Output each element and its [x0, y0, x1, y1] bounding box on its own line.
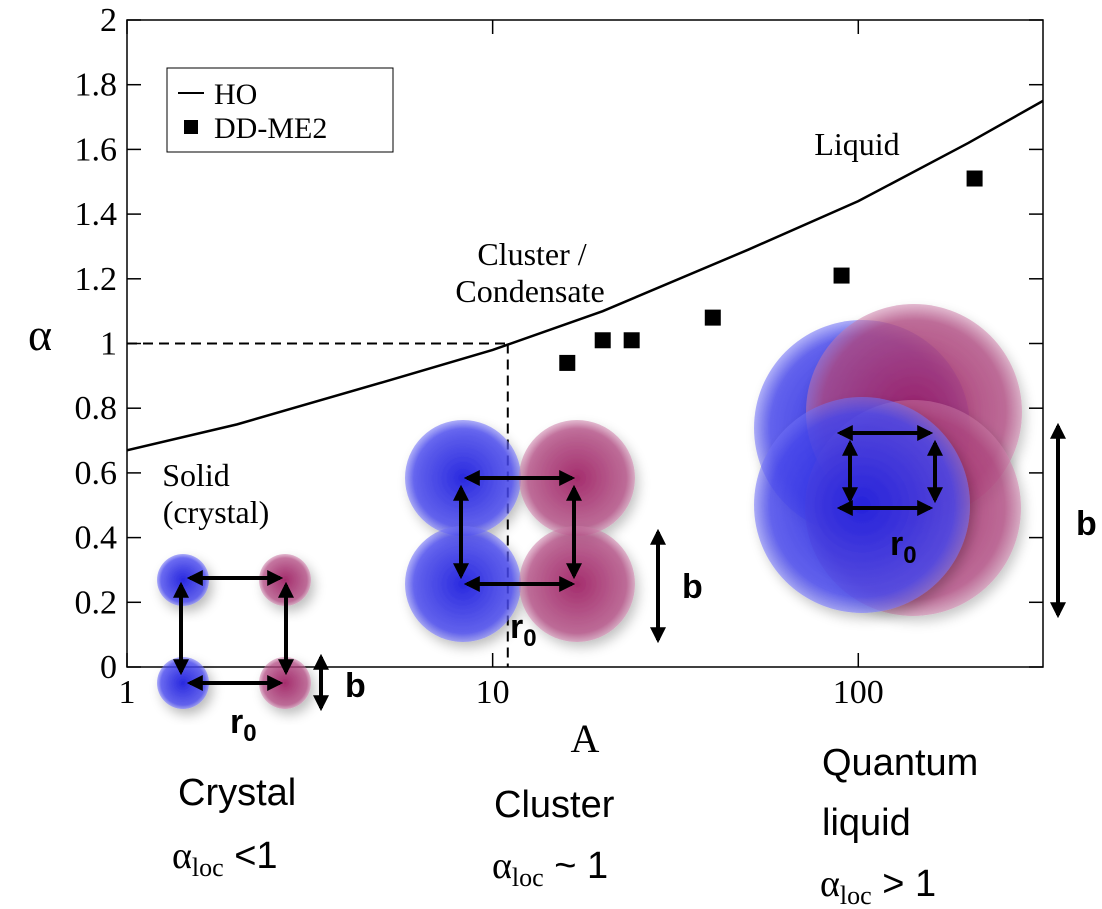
annotation: (crystal): [163, 494, 270, 530]
caption: liquid: [822, 802, 911, 844]
caption-sub: loc: [840, 881, 872, 909]
y-axis-label: α: [28, 309, 52, 360]
y-tick-label: 1: [100, 326, 117, 363]
y-tick-label: 1.2: [75, 261, 118, 298]
spacing-sub: 0: [243, 720, 256, 747]
spacing-label: r0: [230, 703, 257, 747]
spacing-main: r: [230, 703, 243, 741]
legend-marker: [184, 120, 198, 134]
annotation: Liquid: [814, 126, 899, 162]
y-tick-label: 0.8: [75, 390, 118, 427]
y-tick-label: 1.8: [75, 67, 118, 104]
x-tick-label: 100: [833, 674, 884, 711]
size-label: b: [345, 667, 366, 705]
spacing-sub: 0: [523, 625, 536, 652]
x-tick-label: 1: [119, 674, 136, 711]
annotation: Solid: [162, 457, 230, 493]
y-tick-label: 2: [100, 2, 117, 39]
y-tick-label: 0.6: [75, 455, 118, 492]
y-tick-label: 1.6: [75, 131, 118, 168]
y-tick-label: 1.4: [75, 196, 118, 233]
caption: Cluster: [494, 784, 615, 826]
size-label: b: [1076, 505, 1097, 543]
caption-alpha: α: [172, 835, 192, 877]
spacing-main: r: [510, 608, 523, 646]
caption-alpha: α: [492, 845, 512, 887]
caption-rest: <1: [224, 835, 278, 877]
size-label: b: [682, 568, 703, 606]
quantum-diagram: b r0: [754, 304, 1097, 616]
x-tick-label: 10: [476, 674, 510, 711]
y-tick-label: 0: [100, 649, 117, 686]
caption-sub: loc: [192, 853, 224, 882]
caption: Quantum: [822, 742, 978, 784]
annotation: Condensate: [455, 273, 604, 309]
data-point: [624, 332, 640, 348]
captions: Crystal αloc <1 Cluster αloc ~ 1 Quantum…: [172, 742, 978, 909]
annotation: Cluster /: [477, 236, 586, 272]
spacing-main: r: [890, 525, 903, 563]
spacing-sub: 0: [903, 542, 916, 569]
caption: αloc > 1: [820, 863, 936, 909]
caption: αloc ~ 1: [492, 845, 608, 892]
caption-rest: > 1: [872, 863, 936, 905]
caption-sub: loc: [512, 863, 544, 892]
caption-rest: ~ 1: [544, 845, 608, 887]
cluster-diagram: b r0: [405, 420, 703, 652]
data-point: [834, 268, 850, 284]
caption-alpha: α: [820, 863, 840, 905]
caption: Crystal: [178, 772, 296, 814]
data-point: [967, 171, 983, 187]
legend-label: DD-ME2: [214, 112, 327, 145]
x-axis-label: A: [571, 716, 600, 761]
y-tick-label: 0.2: [75, 584, 118, 621]
legend-label: HO: [214, 78, 257, 111]
caption: αloc <1: [172, 835, 278, 882]
y-tick-label: 0.4: [75, 520, 118, 557]
blob: [754, 397, 970, 613]
data-point: [595, 332, 611, 348]
legend: HO DD-ME2: [167, 68, 393, 152]
crystal-diagram: b r0: [157, 554, 366, 747]
chart: A α HO DD-ME2 Liquid Cluster / Condensat…: [0, 0, 1102, 909]
data-point: [559, 355, 575, 371]
data-point: [705, 310, 721, 326]
